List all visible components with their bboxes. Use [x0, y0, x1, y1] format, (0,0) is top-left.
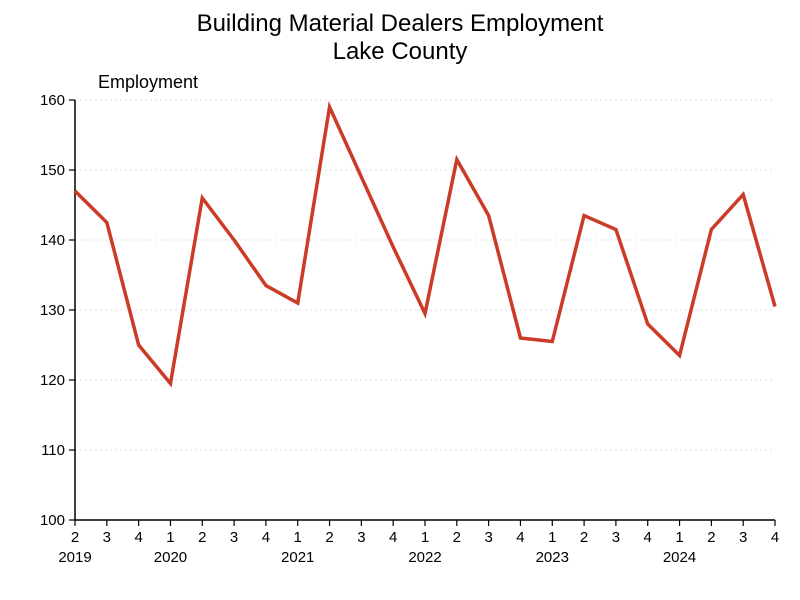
x-tick-label-quarter: 2 — [71, 529, 79, 546]
y-tick-label: 100 — [40, 512, 65, 529]
y-tick-label: 150 — [40, 162, 65, 179]
x-tick-label-year: 2021 — [281, 549, 314, 566]
x-tick-label-year: 2020 — [154, 549, 187, 566]
x-tick-label-quarter: 2 — [325, 529, 333, 546]
x-tick-label-quarter: 3 — [484, 529, 492, 546]
x-tick-label-quarter: 1 — [548, 529, 556, 546]
x-tick-label-quarter: 4 — [771, 529, 779, 546]
x-tick-label-quarter: 3 — [103, 529, 111, 546]
y-tick-label: 160 — [40, 92, 65, 109]
chart-svg: 100 110 120 130 140 150 160 2 3 4 1 2 3 4 1 2 3 4 1 2 3 4 1 2 3 4… — [0, 0, 800, 600]
x-tick-label-quarter: 3 — [230, 529, 238, 546]
x-tick-label-quarter: 3 — [739, 529, 747, 546]
y-tick-label: 110 — [41, 442, 65, 459]
x-tick-label-quarter: 2 — [707, 529, 715, 546]
x-tick-label-year: 2022 — [408, 549, 441, 566]
x-tick-label-quarter: 3 — [357, 529, 365, 546]
x-tick-label-quarter: 4 — [389, 529, 397, 546]
x-tick-label-quarter: 4 — [262, 529, 270, 546]
x-tick-label-quarter: 1 — [675, 529, 683, 546]
y-tick-label: 140 — [40, 232, 65, 249]
chart-container: Building Material Dealers Employment Lak… — [0, 0, 800, 600]
x-tick-label-quarter: 4 — [644, 529, 652, 546]
x-tick-label-year: 2024 — [663, 549, 696, 566]
x-tick-label-quarter: 2 — [580, 529, 588, 546]
x-tick-label-year: 2023 — [536, 549, 569, 566]
x-tick-label-quarter: 2 — [453, 529, 461, 546]
x-tick-label-quarter: 3 — [612, 529, 620, 546]
x-tick-label-year: 2019 — [58, 549, 91, 566]
y-tick-label: 130 — [40, 302, 65, 319]
data-line — [75, 107, 775, 384]
x-tick-label-quarter: 1 — [421, 529, 429, 546]
x-tick-label-quarter: 4 — [516, 529, 524, 546]
x-tick-label-quarter: 1 — [166, 529, 174, 546]
x-tick-label-quarter: 4 — [134, 529, 142, 546]
y-tick-label: 120 — [40, 372, 65, 389]
x-tick-label-quarter: 2 — [198, 529, 206, 546]
x-tick-label-quarter: 1 — [294, 529, 302, 546]
